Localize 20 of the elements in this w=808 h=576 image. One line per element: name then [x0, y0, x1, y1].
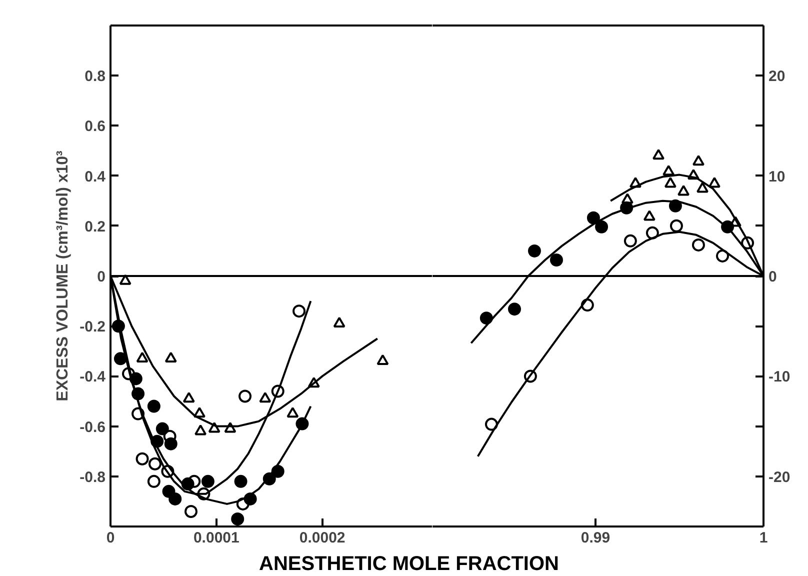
y-tick-label: -0.2: [80, 318, 106, 336]
y-tick-label: 0.2: [84, 218, 106, 236]
y-tick-label: 0.6: [84, 118, 106, 136]
y2-tick-label: 20: [768, 68, 786, 86]
x-tick-label: 1: [759, 530, 768, 546]
y2-tick-label: -10: [768, 368, 790, 386]
x-tick-label: 0.0001: [193, 530, 240, 546]
y2-tick-label: 0: [768, 268, 777, 286]
x-tick-label: 0.0002: [299, 530, 346, 546]
y-tick-label: -0.4: [80, 368, 106, 386]
y-tick-label: 0: [97, 268, 106, 286]
y-axis-title: EXCESS VOLUME (cm³/mol) x10³: [54, 150, 72, 402]
x-tick-label: 0.99: [580, 530, 610, 546]
x-axis-title: ANESTHETIC MOLE FRACTION: [259, 552, 559, 576]
y2-tick-label: 10: [768, 168, 786, 186]
y-tick-label: 0.4: [84, 168, 106, 186]
y-tick-label: 0.8: [84, 68, 106, 86]
y-tick-label: -0.6: [80, 418, 106, 436]
y-tick-label: -0.8: [80, 468, 106, 486]
y2-tick-label: -20: [768, 468, 790, 486]
